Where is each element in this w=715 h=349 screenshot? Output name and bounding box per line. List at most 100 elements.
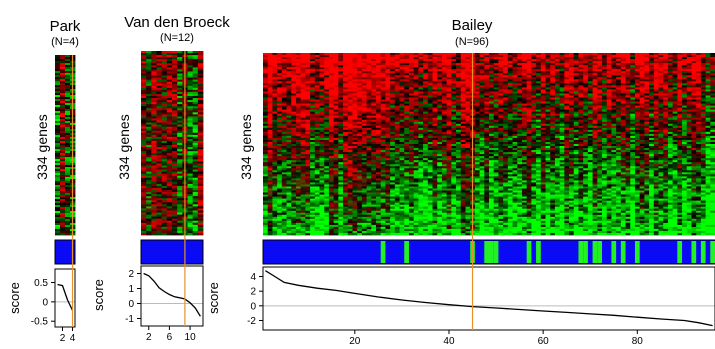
heatmap-cell bbox=[696, 59, 702, 62]
heatmap-cell bbox=[146, 183, 152, 187]
heatmap-cell bbox=[441, 121, 448, 125]
heatmap-cell bbox=[65, 221, 71, 224]
heatmap-cell bbox=[696, 69, 702, 72]
heatmap-cell bbox=[536, 65, 542, 68]
heatmap-cell bbox=[192, 110, 199, 113]
heatmap-cell bbox=[281, 121, 287, 125]
heatmap-cell bbox=[578, 71, 584, 74]
heatmap-cell bbox=[460, 65, 466, 68]
heatmap-cell bbox=[361, 79, 367, 82]
heatmap-cell bbox=[376, 111, 382, 115]
heatmap-cell bbox=[536, 99, 542, 102]
heatmap-cell bbox=[172, 179, 178, 183]
heatmap-cell bbox=[385, 81, 391, 84]
heatmap-cell bbox=[60, 215, 66, 218]
heatmap-cell bbox=[277, 89, 283, 92]
heatmap-cell bbox=[347, 83, 353, 86]
heatmap-cell bbox=[263, 117, 269, 121]
heatmap-cell bbox=[319, 71, 325, 74]
heatmap-cell bbox=[408, 103, 415, 106]
heatmap-cell bbox=[55, 73, 61, 76]
heatmap-cell bbox=[503, 101, 509, 104]
heatmap-cell bbox=[263, 67, 269, 70]
heatmap-cell bbox=[667, 77, 674, 80]
heatmap-cell bbox=[161, 81, 168, 85]
heatmap-cell bbox=[65, 91, 71, 94]
heatmap-cell bbox=[686, 69, 692, 72]
heatmap-cell bbox=[630, 83, 636, 86]
heatmap-cell bbox=[277, 91, 283, 94]
heatmap-cell bbox=[281, 61, 287, 64]
heatmap-cell bbox=[521, 81, 528, 84]
heatmap-cell bbox=[465, 77, 471, 80]
heatmap-cell bbox=[536, 79, 542, 82]
heatmap-cell bbox=[305, 107, 311, 111]
heatmap-cell bbox=[493, 55, 499, 58]
heatmap-cell bbox=[394, 75, 400, 78]
heatmap-cell bbox=[540, 125, 546, 129]
heatmap-cell bbox=[691, 81, 697, 84]
heatmap-cell bbox=[385, 125, 391, 129]
heatmap-cell bbox=[385, 71, 391, 74]
heatmap-cell bbox=[267, 115, 273, 119]
heatmap-cell bbox=[531, 63, 537, 66]
heatmap-cell bbox=[352, 99, 358, 102]
heatmap-cell bbox=[550, 119, 556, 123]
heatmap-cell bbox=[630, 91, 636, 94]
heatmap-cell bbox=[460, 105, 466, 108]
heatmap-cell bbox=[376, 83, 382, 86]
heatmap-cell bbox=[141, 175, 147, 179]
heatmap-cell bbox=[517, 93, 523, 96]
heatmap-cell bbox=[441, 63, 448, 66]
heatmap-cell bbox=[682, 115, 688, 119]
heatmap-cell bbox=[295, 103, 302, 106]
heatmap-cell bbox=[156, 230, 163, 234]
heatmap-cell bbox=[357, 103, 363, 106]
heatmap-cell bbox=[352, 95, 358, 98]
heatmap-cell bbox=[141, 51, 147, 54]
heatmap-cell bbox=[371, 63, 377, 66]
heatmap-cell bbox=[597, 121, 603, 125]
heatmap-cell bbox=[540, 115, 546, 119]
heatmap-cell bbox=[423, 63, 429, 66]
heatmap-cell bbox=[498, 69, 504, 72]
heatmap-cell bbox=[277, 71, 283, 74]
heatmap-cell bbox=[634, 119, 641, 123]
heatmap-cell bbox=[512, 99, 518, 102]
heatmap-cell bbox=[498, 109, 504, 113]
heatmap-cell bbox=[451, 103, 457, 106]
heatmap-cell bbox=[672, 73, 678, 76]
heatmap-cell bbox=[521, 93, 528, 96]
heatmap-cell bbox=[314, 115, 320, 119]
heatmap-cell bbox=[161, 65, 168, 68]
heatmap-cell bbox=[314, 121, 320, 125]
heatmap-cell bbox=[446, 85, 452, 88]
heatmap-cell bbox=[267, 107, 273, 111]
heatmap-cell bbox=[686, 79, 692, 82]
heatmap-cell bbox=[512, 97, 518, 100]
heatmap-cell bbox=[545, 87, 551, 90]
heatmap-cell bbox=[172, 140, 178, 144]
heatmap-cell bbox=[474, 107, 480, 111]
heatmap-cell bbox=[686, 107, 692, 111]
heatmap-cell bbox=[141, 147, 147, 150]
heatmap-cell bbox=[649, 117, 655, 121]
heatmap-cell bbox=[357, 73, 363, 76]
heatmap-cell bbox=[394, 111, 400, 115]
heatmap-cell bbox=[653, 107, 659, 111]
heatmap-cell bbox=[479, 117, 485, 121]
heatmap-cell bbox=[300, 123, 306, 127]
heatmap-cell bbox=[639, 113, 645, 117]
heatmap-cell bbox=[606, 101, 612, 104]
heatmap-cell bbox=[177, 155, 183, 158]
heatmap-cell bbox=[559, 121, 565, 125]
heatmap-cell bbox=[408, 53, 415, 56]
heatmap-cell bbox=[564, 103, 570, 106]
heatmap-cell bbox=[55, 161, 61, 164]
heatmap-cell bbox=[277, 107, 283, 111]
heatmap-cell bbox=[620, 93, 626, 96]
heatmap-cell bbox=[611, 55, 617, 58]
heatmap-cell bbox=[507, 125, 513, 129]
heatmap-cell bbox=[479, 57, 485, 60]
heatmap-cell bbox=[465, 85, 471, 88]
